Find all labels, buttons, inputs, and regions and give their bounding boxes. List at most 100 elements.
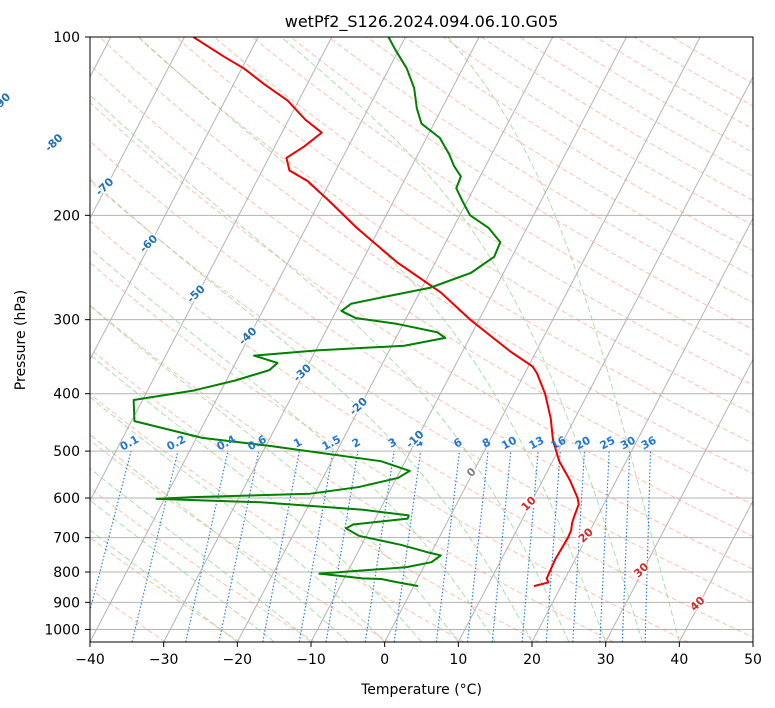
dry-adiabat — [519, 37, 753, 177]
dry-adiabat — [90, 536, 241, 642]
moist-adiabat — [90, 529, 238, 642]
mixing-ratio-line — [599, 451, 610, 642]
axes: −40 −30 −20 −10 0 10 20 30 40 5010020030040050060… — [44, 30, 762, 668]
moist-adiabat — [90, 178, 533, 642]
isotherm — [605, 358, 753, 642]
x-tick-label: −40 — [75, 652, 105, 668]
mixing-ratio-line — [185, 450, 229, 642]
isotherm-label: 30 — [631, 560, 651, 580]
dry-adiabat — [671, 37, 753, 85]
isotherm — [90, 37, 259, 361]
x-tick-label: 10 — [449, 652, 467, 668]
background-lines — [90, 37, 753, 642]
x-axis-label: Temperature (°C) — [360, 682, 482, 698]
mixing-ratio-label: 16 — [549, 433, 569, 452]
isotherm — [752, 640, 753, 642]
mixing-ratio-line — [262, 450, 300, 642]
moist-adiabat — [90, 434, 349, 642]
moist-adiabat — [90, 468, 312, 642]
isotherm-label: 40 — [688, 594, 708, 614]
dry-adiabat — [328, 37, 753, 304]
isotherm-label: 10 — [519, 494, 539, 514]
chart-title: wetPf2_S126.2024.094.06.10.G05 — [285, 12, 559, 32]
x-tick-label: 50 — [744, 652, 762, 668]
y-tick-label: 800 — [53, 565, 80, 581]
isotherm-label: -70 — [93, 175, 117, 198]
dry-adiabat — [90, 180, 753, 604]
dry-adiabat — [442, 37, 753, 226]
y-tick-label: 300 — [53, 313, 80, 329]
mixing-ratio-line — [393, 451, 422, 642]
dry-adiabat — [90, 63, 753, 506]
x-tick-label: −10 — [296, 652, 326, 668]
x-tick-label: 30 — [597, 652, 615, 668]
isotherm — [531, 217, 753, 642]
mixing-ratio-label: 10 — [499, 434, 519, 453]
x-tick-label: −20 — [223, 652, 253, 668]
mixing-ratio-label: 1.5 — [320, 433, 343, 454]
y-axis-label: Pressure (hPa) — [13, 290, 29, 390]
dry-adiabat — [90, 393, 465, 642]
line-labels: 0.10.20.40.611.52346810131620253036-100-… — [0, 89, 709, 616]
isotherm-label: -80 — [42, 131, 66, 154]
dry-adiabat — [633, 37, 753, 107]
x-tick-label: 0 — [380, 652, 389, 668]
dry-adiabat — [213, 37, 753, 386]
dry-adiabat — [252, 37, 753, 358]
moist-adiabat — [280, 37, 643, 642]
dry-adiabat — [595, 37, 753, 130]
dry-adiabat — [175, 37, 753, 415]
moist-adiabat — [90, 94, 570, 642]
mixing-ratio-line — [621, 451, 631, 642]
dry-adiabat — [90, 304, 614, 642]
y-tick-label: 100 — [53, 30, 80, 46]
mixing-ratio-label: 30 — [618, 434, 638, 453]
mixing-ratio-label: 20 — [573, 434, 593, 453]
mixing-ratio-line — [572, 451, 586, 642]
mixing-ratio-label: 25 — [598, 434, 618, 453]
y-tick-label: 600 — [53, 491, 80, 507]
y-tick-label: 700 — [53, 531, 80, 547]
dry-adiabat — [90, 348, 540, 642]
y-tick-label: 200 — [53, 208, 80, 224]
isotherm — [310, 37, 627, 642]
y-tick-label: 500 — [53, 444, 80, 460]
mixing-ratio-line — [545, 451, 561, 642]
isotherm-label: 20 — [576, 525, 596, 545]
mixing-ratio-line — [644, 451, 651, 642]
dry-adiabat — [90, 140, 753, 570]
isotherm — [163, 37, 480, 642]
mixing-ratio-label: 0.1 — [118, 433, 141, 454]
mixing-ratio-line — [364, 451, 395, 642]
mixing-ratio-label: 2 — [350, 435, 363, 450]
dry-adiabat — [90, 101, 753, 538]
moist-adiabat — [90, 396, 386, 642]
mixing-ratio-label: 0.4 — [215, 433, 239, 454]
dry-adiabat — [90, 220, 753, 638]
dry-adiabat — [290, 37, 753, 331]
mixing-ratio-label: 3 — [386, 435, 399, 450]
mixing-ratio-line — [325, 451, 359, 642]
profile-lines — [132, 37, 580, 588]
mixing-ratio-line — [491, 451, 512, 642]
mixing-ratio-line — [131, 450, 179, 642]
mixing-ratio-label: 0.2 — [165, 433, 188, 454]
dry-adiabat — [90, 487, 315, 642]
mixing-ratio-line — [435, 451, 461, 642]
isotherm-label: -60 — [137, 232, 161, 255]
mixing-ratio-line — [218, 450, 260, 642]
isotherm — [90, 37, 333, 502]
y-tick-label: 900 — [53, 595, 80, 611]
isotherm-label: -50 — [184, 282, 208, 305]
isotherm — [90, 37, 185, 220]
mixing-ratio-label: 6 — [451, 435, 464, 450]
isotherm — [678, 499, 753, 642]
dry-adiabat — [90, 262, 689, 642]
dry-adiabat — [137, 37, 753, 445]
isotherm-label: 0 — [464, 465, 479, 480]
moist-adiabat — [90, 305, 459, 642]
x-tick-label: −30 — [149, 652, 179, 668]
isotherm-label: -30 — [291, 361, 315, 384]
dry-adiabat — [99, 37, 753, 475]
